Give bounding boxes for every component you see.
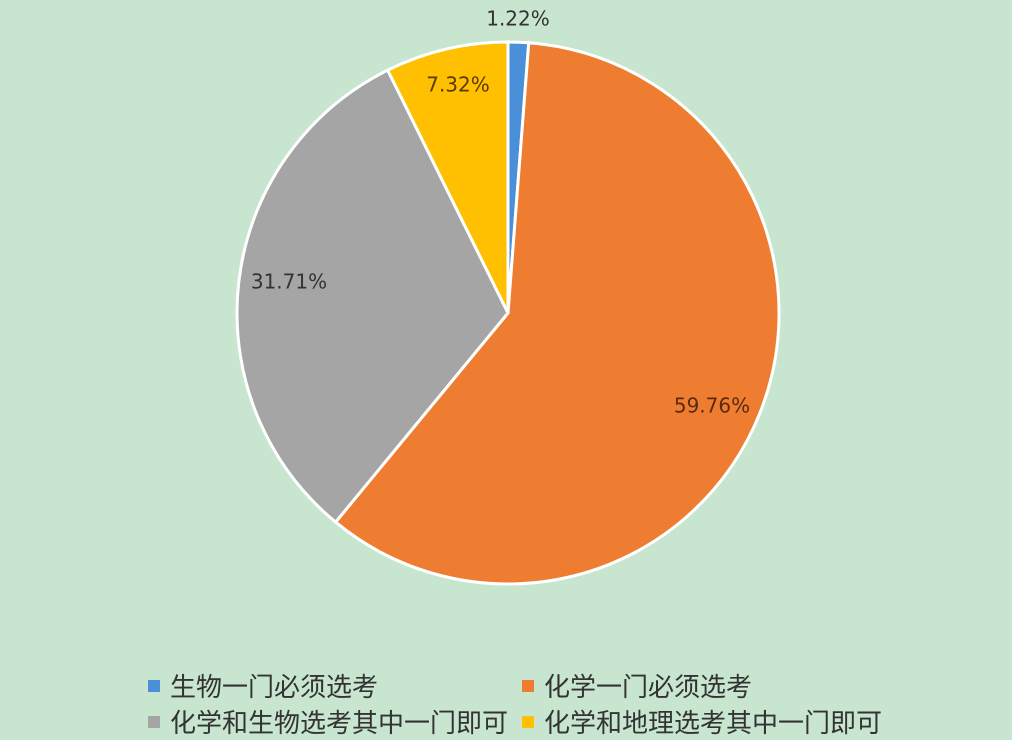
slice-label: 1.22%: [486, 7, 550, 31]
pie-slice: [235, 68, 510, 525]
slice-label: 7.32%: [426, 73, 490, 97]
slice-label: 31.71%: [251, 270, 327, 294]
slice-label: 59.76%: [674, 394, 750, 418]
pie-slice: [385, 40, 510, 314]
pie-slice: [333, 41, 781, 586]
